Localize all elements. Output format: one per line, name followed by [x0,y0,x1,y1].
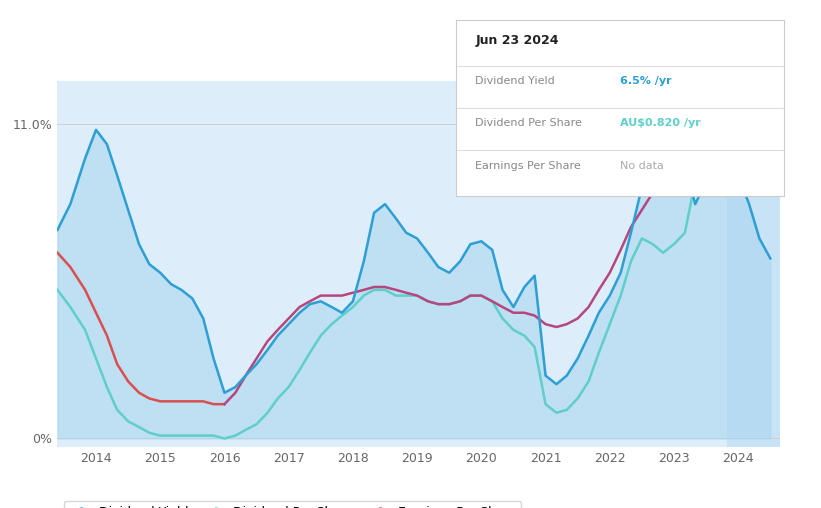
Text: No data: No data [620,161,663,171]
Text: Earnings Per Share: Earnings Per Share [475,161,581,171]
Text: Dividend Yield: Dividend Yield [475,76,555,86]
Text: Past: Past [731,101,755,114]
Text: Jun 23 2024: Jun 23 2024 [475,35,559,47]
Text: 6.5% /yr: 6.5% /yr [620,76,672,86]
Text: AU$0.820 /yr: AU$0.820 /yr [620,118,700,129]
Bar [727,81,780,447]
Text: Dividend Per Share: Dividend Per Share [475,118,582,129]
Legend: Dividend Yield, Dividend Per Share, Earnings Per Share: Dividend Yield, Dividend Per Share, Earn… [64,501,521,508]
